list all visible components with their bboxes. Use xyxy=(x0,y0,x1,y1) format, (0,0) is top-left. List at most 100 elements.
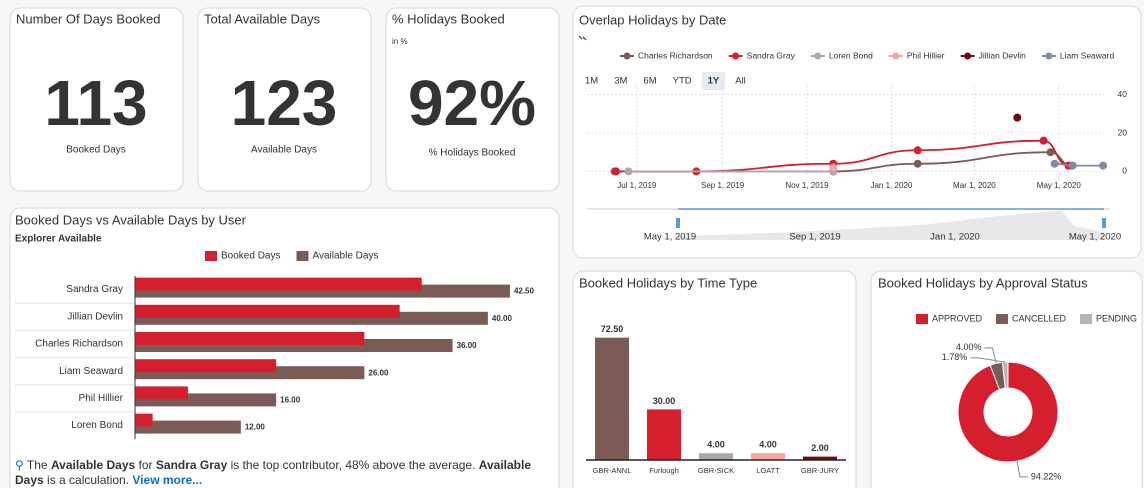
navigator-area xyxy=(587,211,1110,240)
legend-label: Booked Days xyxy=(221,251,280,262)
x-tick-label: Jan 1, 2020 xyxy=(870,181,912,190)
range-button[interactable]: 3M xyxy=(614,76,627,87)
point xyxy=(829,163,838,172)
x-tick-label: Mar 1, 2020 xyxy=(953,181,996,190)
navigator-label: May 1, 2020 xyxy=(1069,232,1121,243)
label-connector xyxy=(984,347,997,364)
point xyxy=(1039,136,1048,145)
value-label: 26.00 xyxy=(368,368,389,377)
insight-text: ⚲ The Available Days for Sandra Gray is … xyxy=(15,458,550,488)
range-button[interactable]: 6M xyxy=(643,76,656,87)
navigator-label: Jan 1, 2020 xyxy=(930,232,980,243)
point xyxy=(1013,113,1022,122)
x-tick-label: GBR-JURY xyxy=(801,466,839,475)
range-button[interactable]: 1Y xyxy=(708,76,720,87)
category-label: Phil Hillier xyxy=(79,393,124,404)
bar xyxy=(135,304,400,318)
bulb-icon: ⚲ xyxy=(15,458,24,472)
kpi-subtitle: in % xyxy=(392,37,408,46)
legend-swatch xyxy=(205,251,217,261)
legend-marker xyxy=(623,52,631,60)
kpi-card xyxy=(385,7,560,192)
insight-part: for xyxy=(135,458,156,472)
bar xyxy=(135,332,365,345)
legend-marker xyxy=(1045,52,1053,60)
legend-marker xyxy=(814,52,822,60)
value-label: 36.00 xyxy=(457,341,478,350)
legend-marker xyxy=(892,52,900,60)
legend-swatch xyxy=(996,314,1009,324)
x-tick-label: Jul 1, 2019 xyxy=(617,181,657,190)
category-label: Liam Seaward xyxy=(59,366,123,377)
point xyxy=(624,167,633,176)
y-tick-label: 40 xyxy=(1118,89,1128,99)
point xyxy=(1050,159,1059,168)
insight-part: Available Days xyxy=(50,458,136,472)
y-tick-label: 20 xyxy=(1118,127,1128,137)
chart-title: Booked Holidays by Time Type xyxy=(579,275,757,290)
value-label: 42.50 xyxy=(514,287,535,296)
legend-marker xyxy=(964,52,972,60)
legend-label: APPROVED xyxy=(932,313,983,323)
insight-part: is a calculation. xyxy=(43,473,133,487)
x-tick-label: GBR-ANNL xyxy=(593,466,632,475)
legend-label: Phil Hillier xyxy=(907,50,945,60)
category-label: Charles Richardson xyxy=(35,339,123,350)
bar xyxy=(135,413,153,427)
legend-label: Jillian Devlin xyxy=(979,50,1027,60)
navigator-handle[interactable] xyxy=(1102,218,1106,228)
legend-swatch xyxy=(1080,314,1093,324)
drill-icon[interactable] xyxy=(578,35,587,41)
x-tick-label: Furlough xyxy=(649,466,679,475)
legend-label: Loren Bond xyxy=(829,50,873,60)
value-label: 1.78% xyxy=(942,352,968,362)
kpi-value: 92% xyxy=(408,67,536,139)
kpi-title: % Holidays Booked xyxy=(392,11,505,26)
label-connector xyxy=(1016,461,1028,478)
value-label: 72.50 xyxy=(601,324,624,334)
insight-part: Available Days xyxy=(15,458,532,487)
navigator-handle[interactable] xyxy=(676,218,680,228)
range-button[interactable]: YTD xyxy=(673,76,692,87)
chart-title: Booked Days vs Available Days by User xyxy=(15,212,247,227)
category-label: Loren Bond xyxy=(71,420,123,431)
category-label: Sandra Gray xyxy=(66,284,123,295)
kpi-title: Number Of Days Booked xyxy=(16,11,161,26)
bar xyxy=(595,337,629,460)
value-label: 94.22% xyxy=(1031,471,1062,481)
chart-title: Overlap Holidays by Date xyxy=(579,12,726,27)
bar xyxy=(135,386,188,400)
legend-label: Liam Seaward xyxy=(1060,50,1115,60)
range-button[interactable]: All xyxy=(735,76,746,87)
legend-label: Charles Richardson xyxy=(638,50,713,60)
x-tick-label: Sep 1, 2019 xyxy=(701,181,745,190)
value-label: 30.00 xyxy=(653,396,676,406)
kpi-caption: Booked Days xyxy=(66,145,125,156)
bar xyxy=(803,456,837,460)
legend-label: PENDING xyxy=(1096,313,1137,323)
chart-card xyxy=(572,5,1142,259)
pie-slice xyxy=(957,361,1059,463)
value-label: 4.00 xyxy=(759,440,777,450)
chart-card xyxy=(572,270,857,488)
label-connector xyxy=(970,357,1006,363)
point xyxy=(913,146,922,155)
y-tick-label: 0 xyxy=(1122,166,1127,176)
value-label: 16.00 xyxy=(280,396,301,405)
point xyxy=(612,167,621,176)
x-tick-label: May 1, 2020 xyxy=(1037,181,1082,190)
view-more-link[interactable]: View more... xyxy=(132,473,203,487)
kpi-caption: Available Days xyxy=(251,145,317,156)
bar xyxy=(647,409,681,460)
chart-subtitle: Explorer Available xyxy=(15,234,102,245)
kpi-title: Total Available Days xyxy=(204,11,321,26)
point xyxy=(913,159,922,168)
value-label: 40.00 xyxy=(492,314,513,323)
kpi-value: 123 xyxy=(231,67,338,139)
range-button[interactable]: 1M xyxy=(585,76,598,87)
insight-part: Sandra Gray xyxy=(155,458,228,472)
legend-swatch xyxy=(296,251,309,261)
x-tick-label: LOATT xyxy=(756,466,780,475)
